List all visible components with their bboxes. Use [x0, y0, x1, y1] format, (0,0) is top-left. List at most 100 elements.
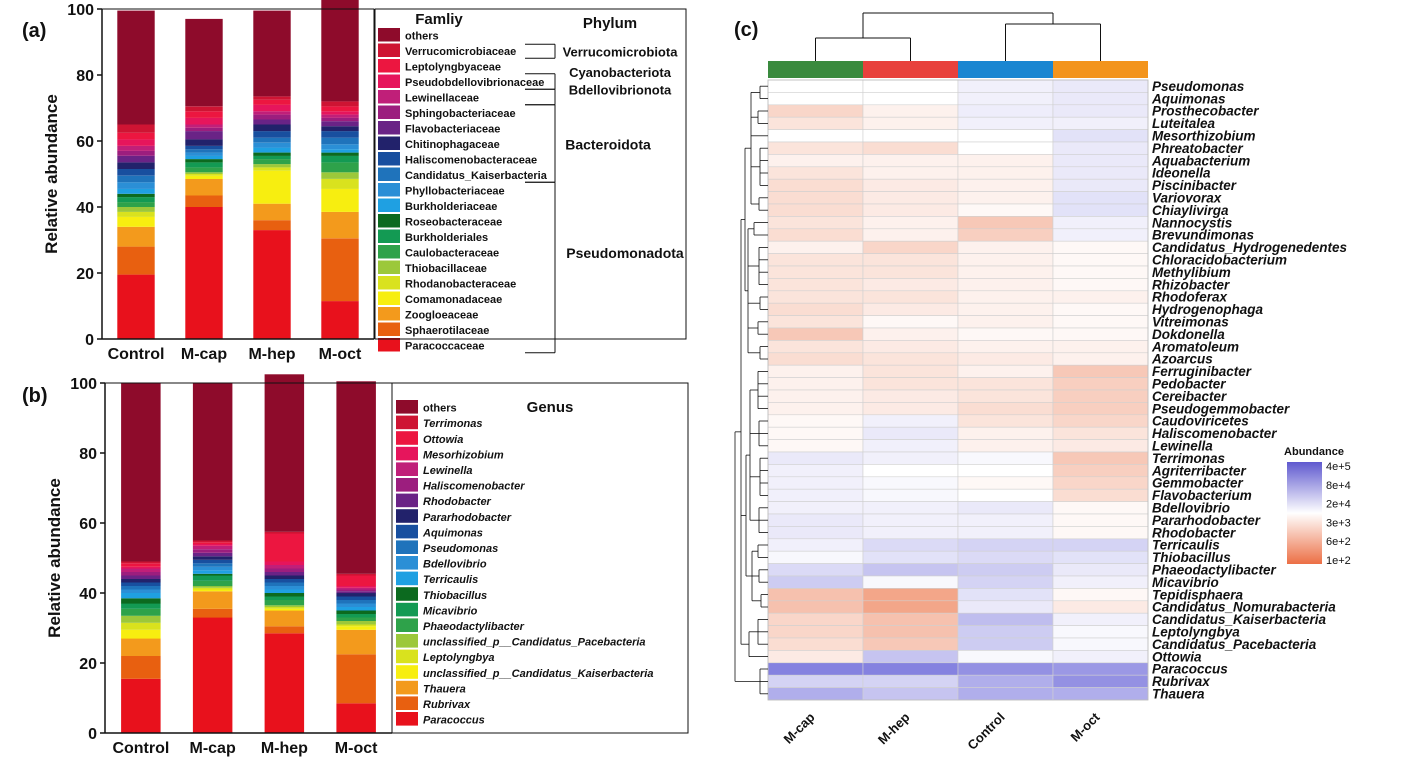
legend-label-unclassified_p__Candidatus_Kaiserbacteria: unclassified_p__Candidatus_Kaiserbacteri… [423, 668, 653, 680]
legend-label-Bdellovibrio: Bdellovibrio [423, 559, 487, 571]
row-label-Rhodobacter: Rhodobacter [1152, 525, 1236, 540]
bar-segment-M-cap-Lewinellaceae [185, 124, 223, 128]
row-label-Terricaulis: Terricaulis [1152, 538, 1220, 553]
bar-segment-M-oct-others [321, 0, 359, 102]
heatmap-cell-Terricaulis-M-hep [862, 538, 959, 552]
heatmap-cell-Leptolyngbya-Control [957, 625, 1054, 639]
row-label-Luteitalea: Luteitalea [1152, 116, 1216, 131]
bar-segment-M-oct-Leptolyngbyaceae [321, 106, 359, 112]
bar-segment-Control-Leptolyngbya [121, 622, 161, 630]
bar-segment-Control-Lewinella [121, 568, 161, 572]
legend-label-Pseudobdellovibrionaceae: Pseudobdellovibrionaceae [405, 77, 544, 89]
heatmap-cell-Candidatus_Nomurabacteria-Control [957, 600, 1054, 614]
bar-segment-M-hep-Leptolyngbya [264, 607, 305, 609]
bar-segment-M-cap-Rhodobacter [192, 552, 233, 557]
bar-segment-M-hep-Flavobacteriaceae [253, 119, 291, 125]
phylum-label: Pseudomonadota [566, 245, 684, 261]
bar-segment-M-cap-Paracoccaceae [185, 207, 223, 339]
bar-segment-M-cap-Pseudobdellovibrionaceae [185, 117, 223, 125]
heatmap-cell-Flavobacterium-M-cap [767, 488, 864, 502]
bar-segment-Control-Verrucomicrobiaceae [117, 124, 155, 133]
row-label-Nannocystis: Nannocystis [1152, 215, 1233, 230]
row-label-Bdellovibrio: Bdellovibrio [1152, 501, 1230, 516]
legend-label-unclassified_p__Candidatus_Pacebacteria: unclassified_p__Candidatus_Pacebacteria [423, 637, 646, 649]
row-label-Caudoviricetes: Caudoviricetes [1152, 414, 1249, 429]
heatmap-cell-Aromatoleum-M-cap [767, 340, 864, 354]
bar-segment-Control-Terricaulis [121, 593, 161, 599]
bar-segment-M-oct-Pararhodobacter [336, 593, 376, 597]
bar-segment-M-hep-Caulobacteraceae [253, 159, 291, 165]
heatmap-cell-Candidatus_Nomurabacteria-M-hep [862, 600, 959, 614]
legend-label-Lewinellaceae: Lewinellaceae [405, 93, 479, 105]
bar-segment-M-cap-others [192, 383, 233, 541]
heatmap-cell-Rhizobacter-M-oct [1052, 278, 1149, 292]
column-label: M-oct [1067, 709, 1103, 745]
column-label: Control [964, 710, 1007, 753]
bar-segment-M-oct-Caulobacteraceae [321, 162, 359, 173]
legend-label-Sphingobacteriaceae: Sphingobacteriaceae [405, 108, 516, 120]
row-label-Gemmobacter: Gemmobacter [1152, 476, 1244, 491]
legend-label-Rhodobacter: Rhodobacter [423, 496, 492, 508]
heatmap-cell-Mesorthizobium-Control [957, 129, 1054, 143]
heatmap-cell-Gemmobacter-M-cap [767, 476, 864, 490]
heatmap-cell-Candidatus_Pacebacteria-M-oct [1052, 637, 1149, 651]
legend-label-Leptolyngbyaceae: Leptolyngbyaceae [405, 62, 501, 74]
legend-swatch-Sphingobacteriaceae [378, 105, 400, 119]
legend-swatch-Rhodanobacteraceae [378, 276, 400, 290]
bar-segment-M-cap-Thauera [192, 591, 233, 609]
legend-label-Paracoccaceae: Paracoccaceae [405, 341, 485, 353]
bar-segment-Control-Rhodobacter [121, 575, 161, 579]
row-label-Candidatus_Hydrogenedentes: Candidatus_Hydrogenedentes [1152, 240, 1348, 255]
y-tick-label: 80 [76, 68, 94, 85]
bar-segment-M-cap-Mesorhizobium [192, 544, 233, 546]
y-tick-label: 20 [79, 656, 97, 673]
heatmap-cell-Candidatus_Nomurabacteria-M-cap [767, 600, 864, 614]
heatmap-cell-Phreatobacter-Control [957, 141, 1054, 155]
bar-segment-M-oct-Lewinellaceae [321, 114, 359, 118]
heatmap-cell-Phaeodactylibacter-Control [957, 563, 1054, 577]
heatmap-cell-Thiobacillus-M-hep [862, 550, 959, 564]
bar-segment-Control-Ottowia [121, 563, 161, 567]
heatmap-cell-Haliscomenobacter-M-cap [767, 426, 864, 440]
heatmap-cell-Mesorthizobium-M-oct [1052, 129, 1149, 143]
bar-segment-M-cap-Bdellovibrio [192, 566, 233, 571]
heatmap-cell-Ottowia-M-hep [862, 650, 959, 664]
legend-swatch-Comamonadaceae [378, 291, 400, 305]
row-label-Mesorthizobium: Mesorthizobium [1152, 129, 1256, 144]
legend-swatch-Pararhodobacter [396, 509, 418, 523]
heatmap-cell-Nannocystis-M-hep [862, 216, 959, 230]
row-label-Pararhodobacter: Pararhodobacter [1152, 513, 1261, 528]
column-group-bar-Control [958, 61, 1053, 78]
heatmap-cell-Leptolyngbya-M-oct [1052, 625, 1149, 639]
bar-segment-Control-Paracoccaceae [117, 274, 155, 339]
heatmap-cell-Terrimonas-M-cap [767, 451, 864, 465]
legend-label-Burkholderiales: Burkholderiales [405, 232, 488, 244]
bar-segment-Control-unclassified_p__Candidatus_Kaiserbacteria [121, 629, 161, 639]
bar-segment-M-oct-Candidatus_Kaiserbacteria [321, 137, 359, 145]
bar-segment-M-cap-Haliscomenobacteraceae [185, 146, 223, 150]
heatmap-cell-Azoarcus-Control [957, 352, 1054, 366]
heatmap-cell-Pedobacter-M-hep [862, 377, 959, 391]
heatmap-cell-Luteitalea-M-oct [1052, 116, 1149, 130]
row-label-Azoarcus: Azoarcus [1151, 352, 1213, 367]
bar-segment-M-hep-Mesorhizobium [264, 561, 305, 565]
bar-segment-M-oct-Sphaerotilaceae [321, 238, 359, 302]
heatmap-cell-Haliscomenobacter-Control [957, 426, 1054, 440]
bar-segment-Control-Sphaerotilaceae [117, 246, 155, 275]
heatmap-cell-Mesorthizobium-M-hep [862, 129, 959, 143]
heatmap-cell-Ideonella-Control [957, 166, 1054, 180]
bar-segment-Control-Haliscomenobacter [121, 572, 161, 576]
heatmap-cell-Luteitalea-M-cap [767, 116, 864, 130]
row-label-Ottowia: Ottowia [1152, 649, 1202, 664]
bar-segment-M-hep-Pseudomonas [264, 582, 305, 586]
row-label-Pedobacter: Pedobacter [1152, 377, 1226, 392]
bar-segment-Control-unclassified_p__Candidatus_Pacebacteria [121, 615, 161, 623]
heatmap-cell-Thauera-Control [957, 687, 1054, 701]
heatmap-cell-Agriterribacter-M-hep [862, 464, 959, 478]
heatmap-cell-Terrimonas-Control [957, 451, 1054, 465]
heatmap-cell-Brevundimonas-M-hep [862, 228, 959, 242]
heatmap-cell-Candidatus_Pacebacteria-M-hep [862, 637, 959, 651]
legend-label-Ottowia: Ottowia [423, 434, 463, 446]
legend-label-others: others [405, 31, 439, 43]
heatmap-cell-Thauera-M-hep [862, 687, 959, 701]
